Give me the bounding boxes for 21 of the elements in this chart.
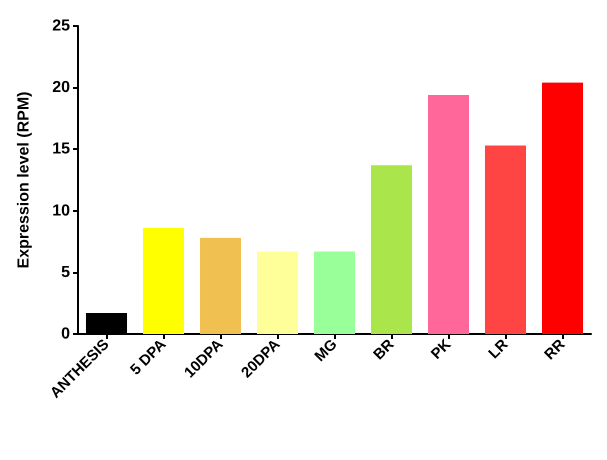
- x-tick-label: PK: [428, 336, 455, 363]
- bar: [256, 251, 298, 334]
- bar: [484, 146, 526, 334]
- x-tick-label: RR: [541, 336, 569, 364]
- y-tick-label: 15: [52, 140, 70, 158]
- x-tick-label: LR: [485, 336, 512, 362]
- bar: [142, 228, 184, 334]
- bar: [542, 82, 584, 334]
- x-tick-label: 5 DPA: [127, 336, 170, 378]
- x-tick-label: MG: [311, 336, 341, 366]
- bar: [314, 251, 356, 334]
- bar: [370, 165, 412, 334]
- y-tick-label: 5: [61, 264, 70, 281]
- x-tick-label: BR: [370, 336, 398, 364]
- y-tick-label: 10: [52, 202, 70, 220]
- bar: [428, 94, 470, 334]
- y-tick-label: 20: [52, 79, 70, 96]
- y-tick-label: 25: [52, 18, 70, 34]
- y-tick-label: 0: [61, 326, 70, 342]
- bar: [200, 238, 242, 334]
- y-axis-title: Expression level (RPM): [16, 92, 32, 268]
